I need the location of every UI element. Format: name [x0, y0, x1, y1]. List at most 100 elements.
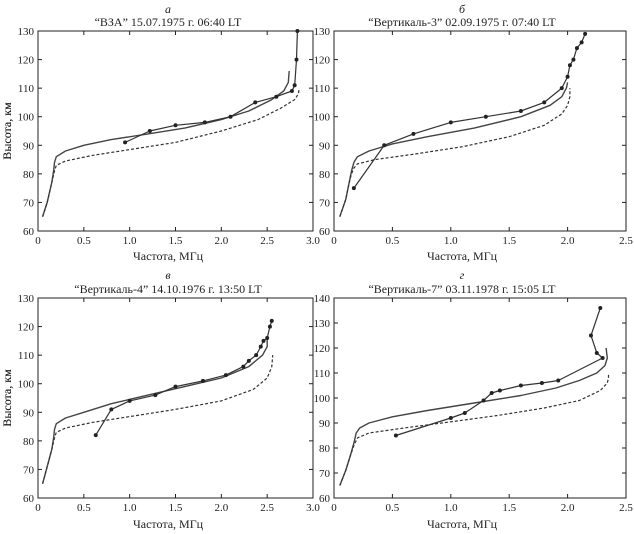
y-tick-label: 100 — [314, 393, 331, 405]
data-point — [246, 358, 251, 363]
y-tick-label: 60 — [23, 493, 35, 505]
x-tick-label: 3.0 — [306, 235, 320, 247]
x-tick-label: 0 — [35, 235, 41, 247]
x-tick-label: 1.5 — [502, 235, 516, 247]
data-point — [202, 120, 207, 125]
chart-panel-3: в“Вертикаль-4” 14.10.1976 г. 13:50 LT 0 0.… — [0, 268, 320, 531]
x-axis-label: Частота, МГц — [133, 249, 204, 263]
data-point — [565, 74, 570, 79]
data-point — [254, 353, 259, 358]
data-point — [448, 120, 453, 125]
x-axis-label: Частота, МГц — [133, 517, 204, 531]
data-point — [201, 378, 205, 383]
x-tick-label: 0.5 — [386, 502, 400, 514]
data-point — [411, 131, 416, 136]
chart-title: “Вертикаль-7” 03.11.1978 г. 15:05 LT — [368, 282, 556, 296]
x-tick-label: 0 — [331, 502, 337, 514]
y-tick-label: 120 — [314, 55, 331, 67]
x-tick-label: 0 — [35, 502, 41, 514]
data-point — [261, 338, 266, 343]
series-line-solid — [339, 82, 569, 217]
x-tick-label: 2.5 — [260, 502, 274, 514]
y-tick-label: 70 — [319, 197, 331, 209]
y-tick-label: 90 — [23, 140, 35, 152]
panel-letter: б — [459, 2, 466, 16]
series-line-dashed — [339, 88, 571, 217]
chart-title: “Вертикаль-4” 14.10.1976 г. 13:50 LT — [74, 282, 262, 296]
data-point — [147, 129, 152, 133]
x-axis-label: Частота, МГц — [427, 249, 498, 263]
data-point — [173, 384, 178, 389]
data-point — [294, 57, 299, 62]
plot-frame — [37, 297, 314, 499]
y-tick-label: 120 — [18, 322, 35, 334]
x-tick-label: 3.0 — [306, 502, 320, 514]
data-point — [393, 433, 398, 438]
y-tick-label: 110 — [18, 350, 35, 362]
data-point — [583, 31, 588, 36]
data-point — [594, 351, 599, 355]
x-tick-label: 1.5 — [502, 502, 516, 514]
data-point — [489, 391, 494, 395]
y-tick-label: 110 — [18, 83, 35, 95]
data-point — [253, 100, 258, 105]
y-tick-label: 90 — [319, 140, 331, 152]
x-tick-label: 2.0 — [214, 502, 228, 514]
chart-title: “Вертикаль-3” 02.09.1975 г. 07:40 LT — [368, 15, 556, 29]
panel-letter: в — [165, 268, 170, 282]
y-tick-label: 100 — [18, 112, 35, 124]
y-tick-label: 130 — [18, 26, 35, 38]
data-point — [153, 393, 158, 398]
data-point — [351, 186, 356, 191]
plot-frame — [333, 30, 627, 232]
data-point — [173, 123, 178, 128]
x-tick-label: 1.5 — [169, 502, 183, 514]
y-tick-label: 80 — [23, 436, 35, 448]
y-tick-label: 100 — [18, 379, 35, 391]
y-tick-label: 120 — [18, 55, 35, 67]
data-point — [600, 356, 605, 360]
data-point — [127, 398, 132, 403]
series-line-solid — [41, 338, 268, 484]
data-point — [518, 383, 523, 388]
chart-panel-2: б“Вертикаль-3” 02.09.1975 г. 07:40 LT 0 0.… — [0, 2, 633, 263]
chart-panel-1: а“ВЗА” 15.07.1975 г. 06:40 LT 0 0.5 1.0 1.5 2… — [0, 2, 320, 263]
y-tick-label: 100 — [314, 112, 331, 124]
y-axis-label: Высота, км — [0, 102, 14, 160]
plot-frame — [333, 297, 627, 499]
data-point — [462, 411, 467, 415]
data-point — [483, 114, 488, 119]
data-point — [556, 378, 561, 383]
x-tick-label: 0.5 — [77, 235, 91, 247]
x-tick-label: 2.5 — [619, 502, 633, 514]
data-point — [382, 143, 387, 148]
y-axis-label: Высота, км — [0, 102, 14, 160]
data-point — [571, 57, 576, 62]
data-point — [258, 344, 263, 349]
x-axis-label: Частота, МГц — [427, 517, 498, 531]
y-tick-label: 110 — [314, 368, 331, 380]
series-line-dashed — [339, 373, 610, 486]
y-tick-label: 80 — [319, 169, 331, 181]
y-tick-label: 110 — [314, 83, 331, 95]
data-point — [295, 29, 300, 33]
series-line-measured — [353, 33, 586, 189]
chart-panel-4: г“Вертикаль-7” 03.11.1978 г. 15:05 LT 0 0.… — [0, 268, 633, 531]
x-tick-label: 0 — [331, 235, 337, 247]
data-point — [228, 114, 233, 119]
data-point — [497, 388, 502, 393]
series-line-measured — [395, 307, 604, 437]
series-line-dashed — [42, 87, 300, 217]
y-tick-label: 70 — [23, 197, 35, 209]
data-point — [223, 373, 228, 378]
data-point — [518, 109, 523, 113]
data-point — [598, 306, 603, 310]
data-point — [292, 83, 297, 88]
data-point — [241, 364, 246, 369]
x-tick-label: 0.5 — [386, 235, 400, 247]
data-point — [539, 381, 544, 385]
x-tick-label: 0.5 — [77, 502, 91, 514]
data-point — [579, 40, 584, 45]
data-point — [448, 416, 453, 420]
